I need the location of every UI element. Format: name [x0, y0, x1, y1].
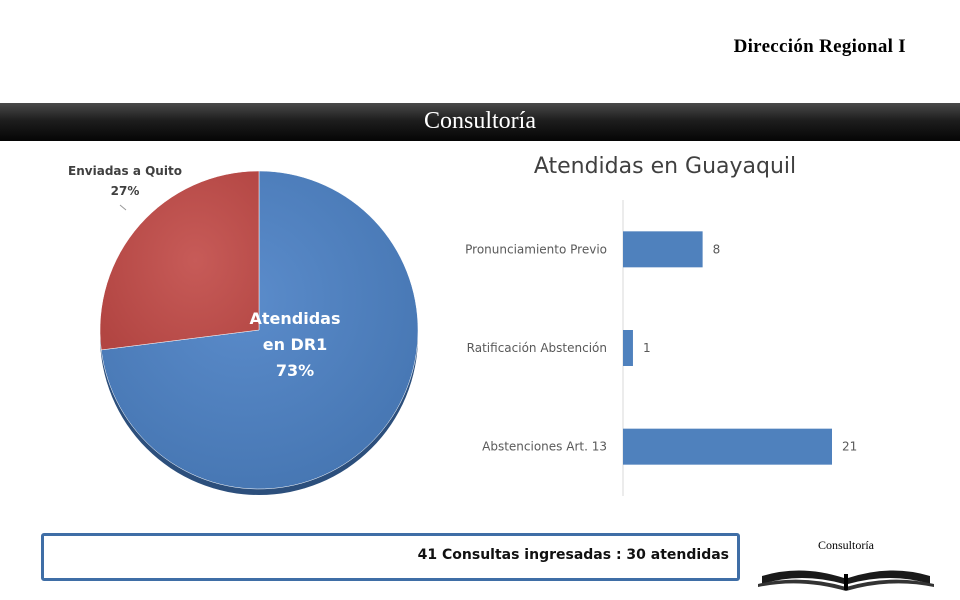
pie-leader-line [119, 204, 127, 211]
bar-chart-title: Atendidas en Guayaquil [533, 154, 797, 179]
page-title: Consultoría [424, 108, 536, 134]
summary-box: 41 Consultas ingresadas : 30 atendidas [41, 533, 740, 581]
bar [623, 330, 633, 366]
bar-value-label: 1 [643, 341, 651, 355]
bar-value-label: 8 [713, 242, 721, 256]
pie-slice-enviadas [99, 170, 260, 351]
org-name: Dirección Regional I [733, 36, 906, 57]
pie-chart [99, 170, 419, 495]
logo-text: Consultoría [818, 538, 874, 552]
pie-slice-atendidas [100, 170, 419, 490]
summary-text: 41 Consultas ingresadas : 30 atendidas [417, 547, 729, 563]
consultoria-logo: Consultoría [756, 532, 936, 594]
pie-label-enviadas: Enviadas a Quito 27% [55, 161, 195, 201]
bar [623, 428, 832, 465]
bar-category-label: Abstenciones Art. 13 [482, 440, 607, 454]
open-book-icon [758, 570, 934, 591]
bar-chart: Pronunciamiento Previo 8 Ratificación Abst… [465, 200, 857, 496]
title-band: Consultoría [0, 103, 960, 141]
pie-label-enviadas-pct: 27% [110, 184, 140, 198]
bar [623, 231, 703, 268]
bar-category-label: Pronunciamiento Previo [465, 242, 607, 256]
bar-category-label: Ratificación Abstención [467, 341, 607, 355]
pie-label-atendidas-line2: en DR1 [262, 335, 328, 354]
pie-label-atendidas-line1: Atendidas [249, 309, 341, 328]
pie-label-atendidas: Atendidas en DR1 73% [240, 306, 350, 384]
pie-label-atendidas-pct: 73% [275, 361, 315, 380]
pie-label-enviadas-name: Enviadas a Quito [68, 164, 182, 178]
bar-value-label: 21 [842, 440, 857, 454]
